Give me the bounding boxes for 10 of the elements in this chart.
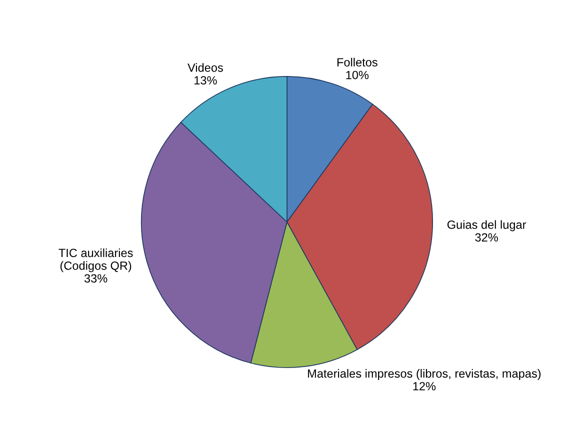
data-label: 32% — [475, 233, 498, 242]
slice-label: Guias del lugar — [447, 220, 526, 232]
slice-label: Folletos — [337, 58, 378, 66]
data-label: 12% — [413, 382, 436, 390]
data-label: 10% — [346, 70, 369, 80]
slice-label: Materiales impresos (libros, revistas, mapas) — [308, 369, 541, 380]
slice-label: Videos — [188, 63, 223, 72]
slice-label: TIC auxiliaries (Codigos QR) — [58, 248, 133, 272]
data-label: 13% — [194, 76, 217, 85]
data-label: 33% — [84, 274, 108, 283]
